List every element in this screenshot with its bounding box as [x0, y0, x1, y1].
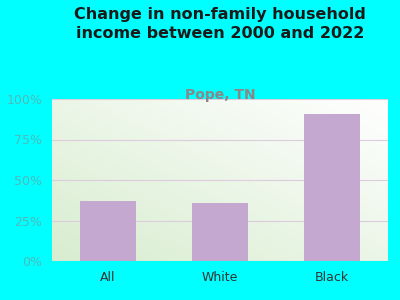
Text: Change in non-family household
income between 2000 and 2022: Change in non-family household income be…	[74, 8, 366, 41]
Bar	[80, 201, 136, 261]
Bar	[192, 203, 248, 261]
Text: Pope, TN: Pope, TN	[185, 88, 255, 103]
Bar	[304, 114, 360, 261]
